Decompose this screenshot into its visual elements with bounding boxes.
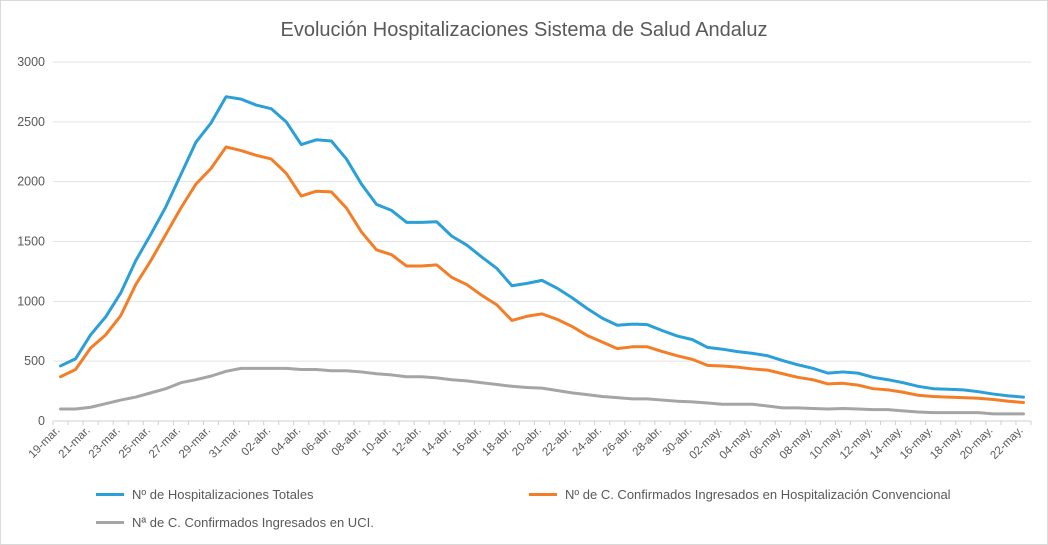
gridlines bbox=[53, 61, 1031, 422]
legend-label-convencional: Nº de C. Confirmados Ingresados en Hospi… bbox=[565, 487, 951, 502]
x-tick-label: 31-mar. bbox=[207, 425, 243, 461]
series-line-0 bbox=[59, 95, 1025, 399]
x-tick-label: 22-may. bbox=[988, 425, 1025, 462]
x-tick-label: 24-abr. bbox=[570, 425, 604, 459]
x-tick-label: 02-abr. bbox=[239, 425, 273, 459]
y-axis-ticks: 0 500 1000 1500 2000 2500 3000 bbox=[17, 55, 45, 428]
y-tick-label: 0 bbox=[38, 414, 45, 428]
y-tick-label: 1000 bbox=[17, 294, 45, 308]
legend-swatch-totales bbox=[96, 493, 124, 496]
x-tick-label: 16-abr. bbox=[450, 425, 484, 459]
x-tick-label: 19-mar. bbox=[27, 425, 63, 461]
x-tick-label: 14-abr. bbox=[420, 425, 454, 459]
legend-label-totales: Nº de Hospitalizaciones Totales bbox=[132, 487, 314, 502]
legend-swatch-convencional bbox=[529, 493, 557, 496]
x-tick-label: 25-mar. bbox=[117, 425, 153, 461]
x-tick-label: 28-abr. bbox=[631, 425, 665, 459]
series-line-2 bbox=[59, 366, 1025, 416]
y-tick-label: 3000 bbox=[17, 55, 45, 69]
x-tick-label: 12-abr. bbox=[390, 425, 424, 459]
y-tick-label: 500 bbox=[24, 354, 45, 368]
x-tick-label: 04-abr. bbox=[270, 425, 304, 459]
x-tick-label: 23-mar. bbox=[87, 425, 123, 461]
series-lines bbox=[59, 95, 1025, 416]
legend-entry-totales: Nº de Hospitalizaciones Totales bbox=[96, 487, 314, 502]
x-tick-label: 06-abr. bbox=[300, 425, 334, 459]
legend-swatch-uci bbox=[96, 521, 124, 524]
x-tick-label: 29-mar. bbox=[177, 425, 213, 461]
y-tick-label: 1500 bbox=[17, 235, 45, 249]
series-line-1 bbox=[59, 145, 1025, 404]
y-tick-label: 2000 bbox=[17, 175, 45, 189]
chart-title: Evolución Hospitalizaciones Sistema de S… bbox=[280, 19, 768, 41]
x-axis-ticks: 19-mar.21-mar.23-mar.25-mar.27-mar.29-ma… bbox=[27, 421, 1032, 462]
legend-entry-uci: Nª de C. Confirmados Ingresados en UCI. bbox=[96, 515, 374, 530]
x-tick-label: 21-mar. bbox=[57, 425, 93, 461]
x-tick-label: 22-abr. bbox=[540, 425, 574, 459]
y-tick-label: 2500 bbox=[17, 115, 45, 129]
x-tick-label: 27-mar. bbox=[147, 425, 183, 461]
x-tick-label: 08-abr. bbox=[330, 425, 364, 459]
x-tick-label: 10-abr. bbox=[360, 425, 394, 459]
legend-entry-convencional: Nº de C. Confirmados Ingresados en Hospi… bbox=[529, 487, 951, 502]
x-tick-label: 18-abr. bbox=[480, 425, 514, 459]
x-tick-label: 20-abr. bbox=[510, 425, 544, 459]
legend-label-uci: Nª de C. Confirmados Ingresados en UCI. bbox=[132, 515, 374, 530]
x-tick-label: 26-abr. bbox=[601, 425, 635, 459]
